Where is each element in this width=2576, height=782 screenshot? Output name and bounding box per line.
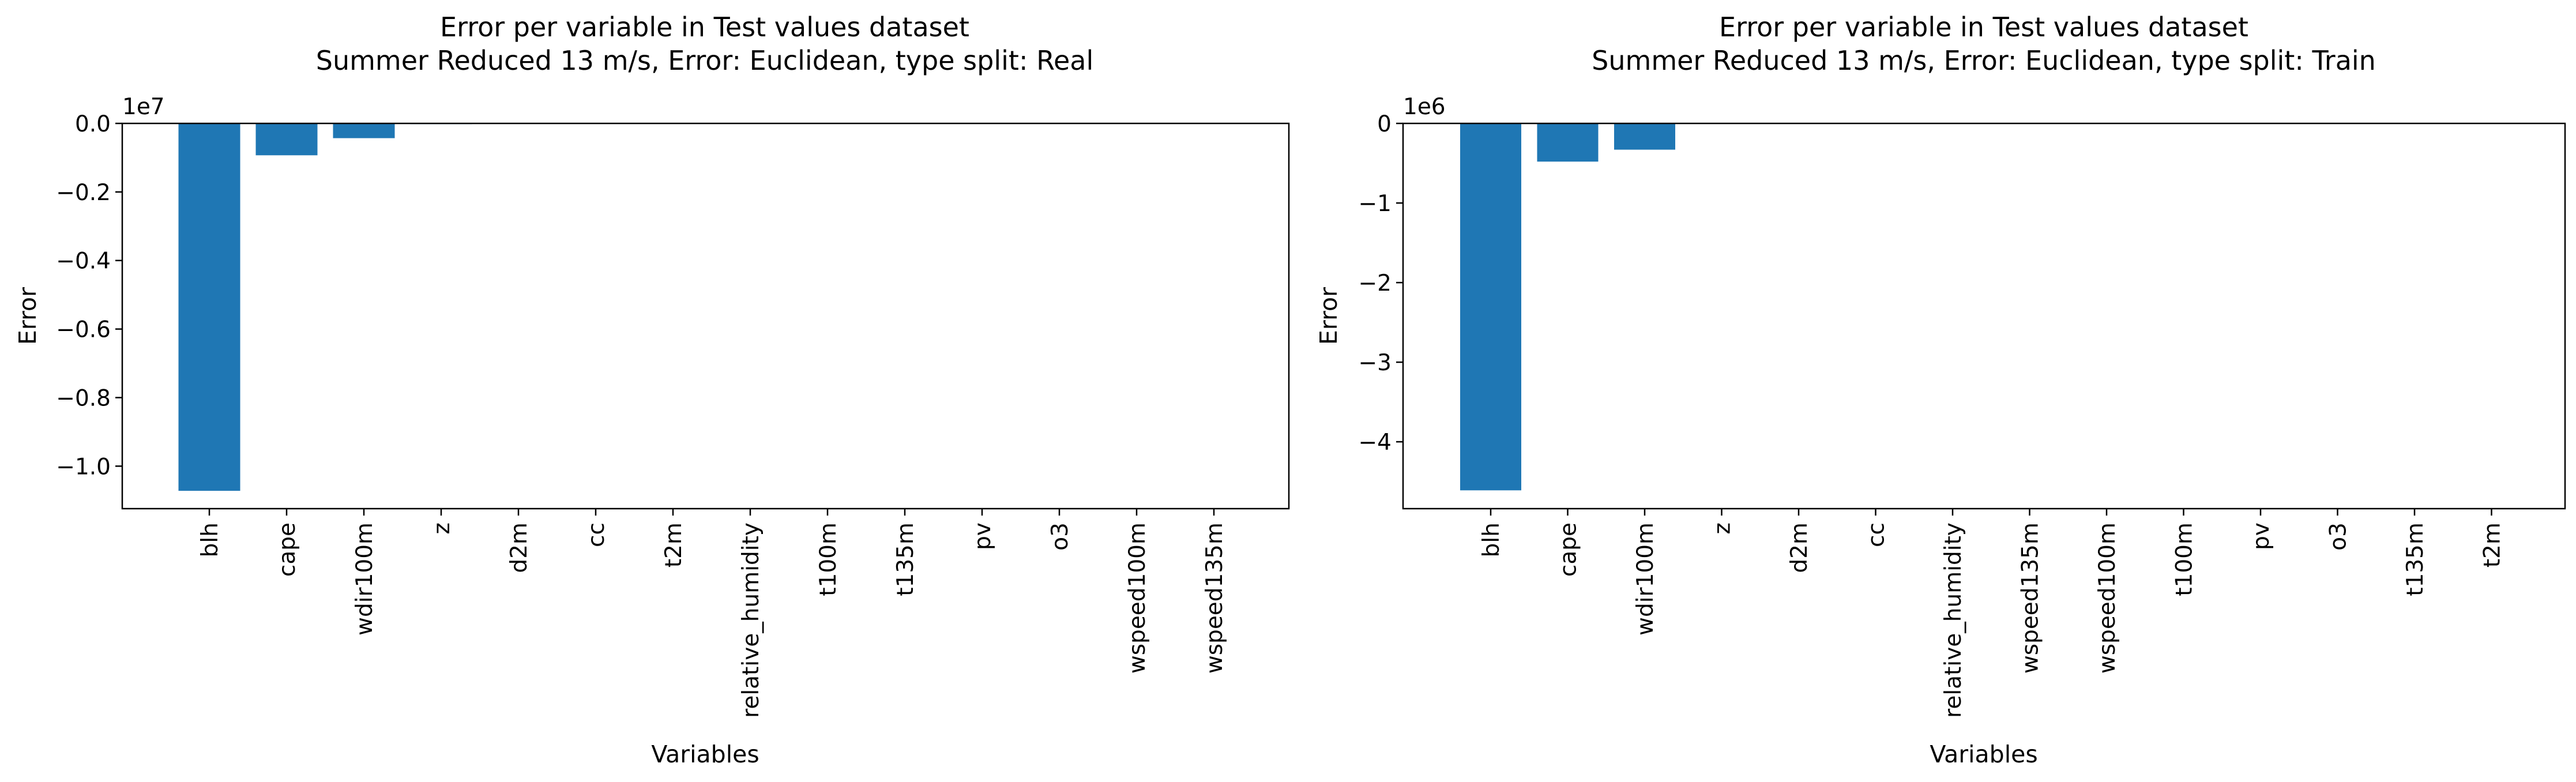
right-x-tick-label: t2m [2480, 522, 2506, 567]
right-x-tick-label: wspeed100m [2094, 522, 2120, 674]
right-x-tick-label: o3 [2326, 522, 2352, 551]
left-y-tick-label: −1.0 [56, 454, 111, 480]
right-x-tick-label: pv [2248, 522, 2274, 550]
right-bar-blh [1460, 123, 1521, 491]
right-plot-frame [1402, 122, 2566, 510]
left-x-tick-label: relative_humidity [738, 522, 764, 718]
left-chart-title: Error per variable in Test values datase… [440, 12, 969, 43]
right-chart-subtitle: Summer Reduced 13 m/s, Error: Euclidean,… [1592, 45, 2376, 76]
left-y-tick-label: −0.4 [56, 249, 111, 275]
right-x-tick-label: relative_humidity [1941, 522, 1966, 718]
left-x-axis-label: Variables [651, 740, 759, 768]
left-y-offset-label: 1e7 [122, 94, 165, 120]
left-y-tick-label: −0.8 [56, 385, 111, 411]
right-y-ticks: 0 −1 −2 −3 −4 [1359, 111, 1403, 456]
right-x-axis-label: Variables [1930, 740, 2037, 768]
right-bars [1460, 123, 1675, 491]
right-x-tick-label: wspeed135m [2018, 522, 2044, 674]
left-x-tick-label: cape [274, 522, 300, 577]
right-y-tick-label: −4 [1359, 430, 1392, 456]
right-x-tick-label: cape [1556, 522, 1582, 577]
right-x-ticks: blh cape wdir100m z d2m cc relative_humidity ws… [1479, 509, 2506, 718]
right-x-tick-label: blh [1479, 522, 1505, 557]
right-y-tick-label: 0 [1377, 111, 1392, 137]
left-x-tick-label: wdir100m [352, 522, 378, 636]
left-chart: Error per variable in Test values datase… [14, 12, 1290, 768]
left-bar-cape [255, 123, 318, 156]
left-y-tick-label: −0.6 [56, 317, 111, 343]
right-y-axis-label: Error [1315, 287, 1342, 345]
left-x-ticks: blh cape wdir100m z d2m cc t2m relative_humidit… [197, 509, 1228, 718]
right-x-tick-label: d2m [1787, 522, 1812, 573]
left-chart-subtitle: Summer Reduced 13 m/s, Error: Euclidean,… [316, 45, 1093, 76]
left-x-tick-label: cc [584, 522, 610, 547]
left-x-tick-label: t135m [893, 522, 919, 596]
left-x-tick-label: o3 [1047, 522, 1073, 551]
right-chart-title: Error per variable in Test values datase… [1719, 12, 2248, 43]
left-x-tick-label: t100m [815, 522, 841, 596]
left-plot-frame [121, 122, 1290, 510]
left-bar-blh [178, 123, 240, 491]
right-bar-cape [1537, 123, 1599, 162]
left-x-tick-label: blh [197, 522, 223, 557]
right-x-tick-label: t135m [2402, 522, 2428, 596]
left-bar-wdir100m [333, 123, 395, 138]
right-y-tick-label: −3 [1359, 350, 1392, 376]
left-y-ticks: 0.0 −0.2 −0.4 −0.6 −0.8 −1.0 [56, 111, 122, 480]
left-bars [178, 123, 472, 491]
right-chart: Error per variable in Test values datase… [1315, 12, 2566, 768]
right-x-tick-label: wdir100m [1633, 522, 1659, 636]
right-bar-wdir100m [1614, 123, 1675, 150]
right-y-tick-label: −1 [1359, 191, 1392, 217]
left-x-tick-label: wspeed135m [1202, 522, 1228, 674]
left-x-tick-label: d2m [506, 522, 532, 573]
left-x-tick-label: z [429, 522, 455, 534]
left-x-tick-label: t2m [661, 522, 687, 567]
right-y-offset-label: 1e6 [1403, 94, 1446, 120]
right-y-tick-label: −2 [1359, 270, 1392, 296]
left-x-tick-label: wspeed100m [1125, 522, 1150, 674]
left-x-tick-label: pv [970, 522, 996, 550]
right-x-tick-label: cc [1864, 522, 1890, 547]
left-y-axis-label: Error [14, 287, 42, 345]
left-y-tick-label: 0.0 [75, 111, 111, 137]
right-x-tick-label: t100m [2172, 522, 2198, 596]
right-x-tick-label: z [1710, 522, 1736, 534]
left-y-tick-label: −0.2 [56, 180, 111, 206]
